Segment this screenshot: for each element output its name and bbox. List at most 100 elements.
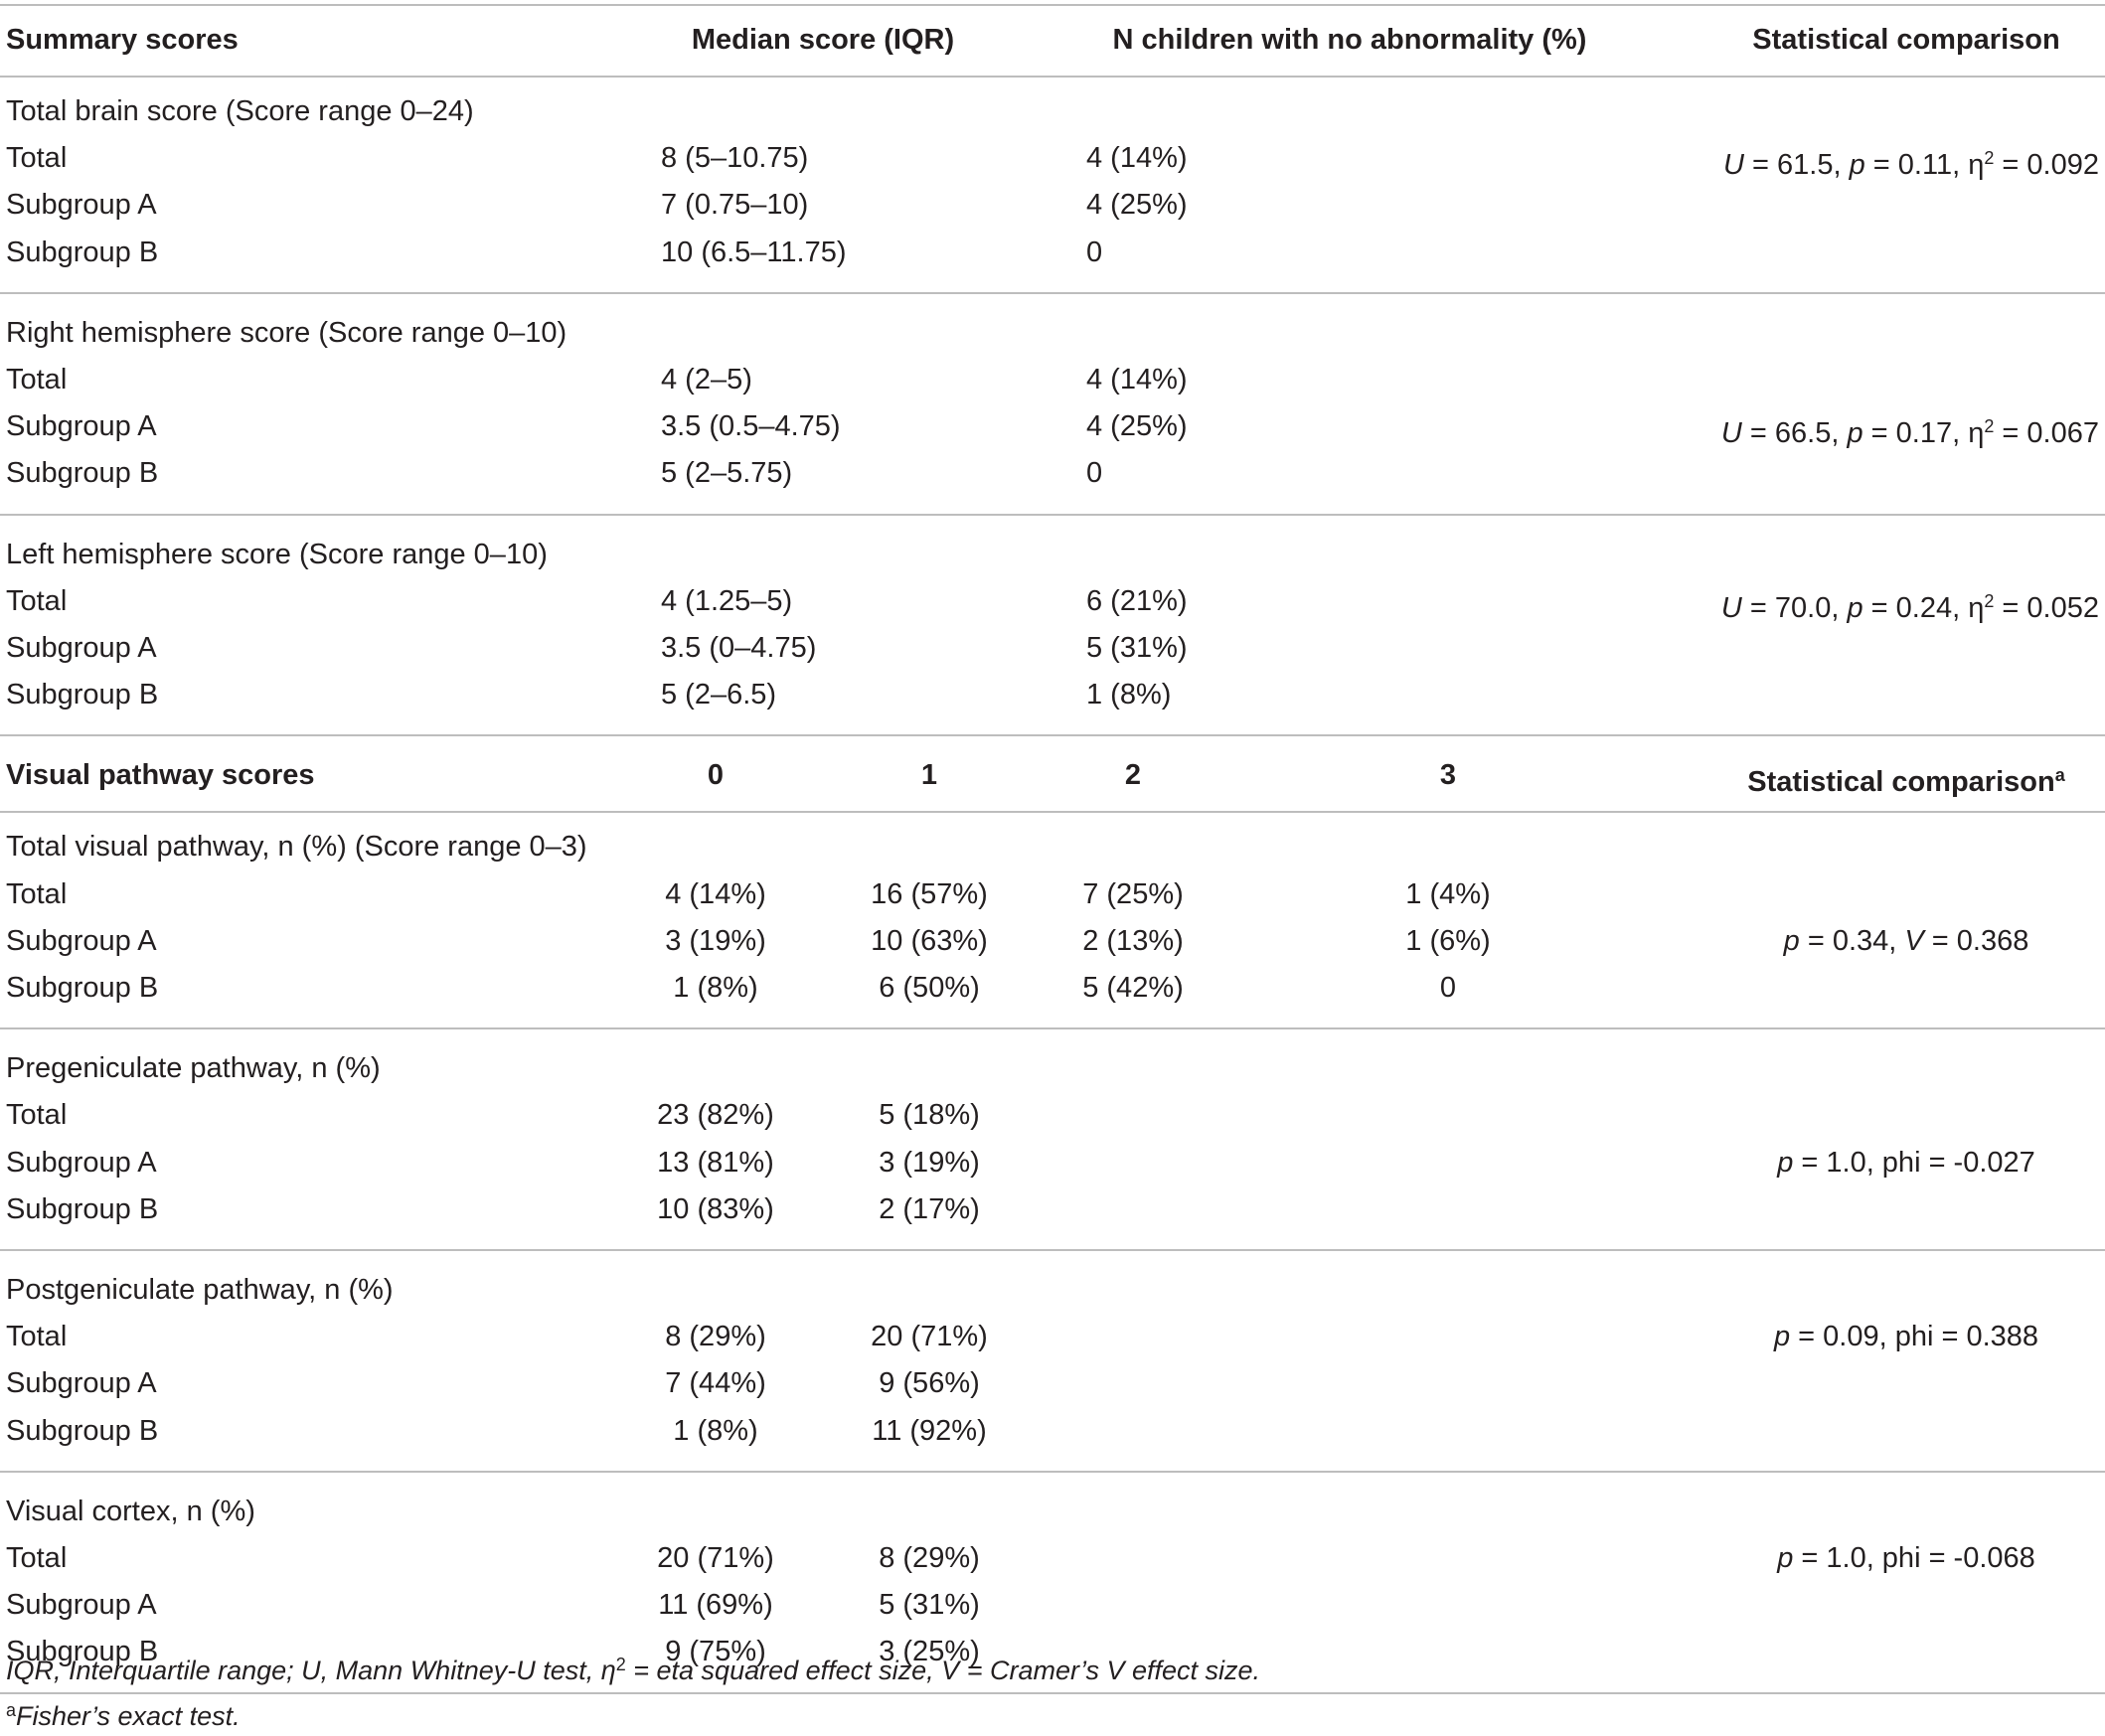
stat-value: = 1.0, phi = -0.027 xyxy=(1793,1146,2035,1179)
stat-symbol-p: p xyxy=(1773,1321,1791,1353)
stat-value: = 0.067 xyxy=(1994,417,2099,450)
stat-symbol-p: p xyxy=(1783,924,1800,957)
median-cell: 3.5 (0–4.75) xyxy=(661,632,817,664)
score-1-cell: 3 (19%) xyxy=(879,1146,980,1179)
stat-value: = 0.09, phi = 0.388 xyxy=(1790,1321,2039,1353)
score-1-cell: 5 (31%) xyxy=(879,1589,980,1622)
stat-symbol-eta: η xyxy=(1968,591,1985,624)
row-label: Subgroup A xyxy=(6,632,157,664)
median-cell: 7 (0.75–10) xyxy=(661,189,809,222)
no-abnormality-cell: 1 (8%) xyxy=(1086,679,1172,711)
table-top-rule xyxy=(0,4,2105,6)
score-0-cell: 13 (81%) xyxy=(657,1146,774,1179)
header-text: Statistical comparison xyxy=(1747,766,2055,799)
score-1-cell: 11 (92%) xyxy=(872,1414,987,1447)
stat-superscript: 2 xyxy=(1984,148,1995,169)
score-2-cell: 2 (13%) xyxy=(1082,924,1184,957)
score-3-cell: 1 (6%) xyxy=(1405,924,1491,957)
stat-symbol-u: U xyxy=(1720,417,1742,450)
stat-value: = 0.052 xyxy=(1994,591,2099,624)
table-footnotes: IQR, Interquartile range; U, Mann Whitne… xyxy=(6,1645,1260,1736)
group-title: Left hemisphere score (Score range 0–10) xyxy=(6,538,548,570)
score-0-cell: 3 (19%) xyxy=(665,924,766,957)
median-cell: 8 (5–10.75) xyxy=(661,142,809,175)
row-label: Subgroup B xyxy=(6,236,159,268)
group-title: Pregeniculate pathway, n (%) xyxy=(6,1052,381,1085)
column-header-no-abnormality: N children with no abnormality (%) xyxy=(1112,24,1587,56)
row-label: Subgroup A xyxy=(6,189,157,222)
column-header-score-2: 2 xyxy=(1124,759,1142,792)
no-abnormality-cell: 4 (14%) xyxy=(1086,142,1188,175)
median-cell: 3.5 (0.5–4.75) xyxy=(661,410,841,443)
row-label: Subgroup B xyxy=(6,457,159,490)
column-header-median-score: Median score (IQR) xyxy=(691,24,955,56)
stat-symbol-eta: η xyxy=(1968,417,1985,450)
stat-value: = 0.11, xyxy=(1864,149,1969,182)
stat-superscript: 2 xyxy=(1984,590,1995,611)
footnote-text: IQR, Interquartile range; U, Mann Whitne… xyxy=(6,1656,616,1685)
group-divider xyxy=(0,1470,2105,1473)
stat-value: = 0.368 xyxy=(1923,924,2029,957)
score-0-cell: 11 (69%) xyxy=(658,1589,773,1622)
group-title: Visual cortex, n (%) xyxy=(6,1495,255,1527)
statistical-comparison-cell: p = 0.34, V = 0.368 xyxy=(1608,923,2105,959)
row-label: Total xyxy=(6,1099,68,1132)
stat-value: = 66.5, xyxy=(1741,417,1848,450)
no-abnormality-cell: 4 (25%) xyxy=(1086,410,1188,443)
score-2-cell: 5 (42%) xyxy=(1082,972,1184,1004)
score-0-cell: 10 (83%) xyxy=(657,1192,774,1225)
stat-value: = 1.0, phi = -0.068 xyxy=(1793,1542,2035,1574)
row-label: Subgroup B xyxy=(6,1636,159,1668)
column-header-score-0: 0 xyxy=(707,759,725,792)
footnote-fisher: aFisher’s exact test. xyxy=(6,1690,1260,1736)
score-0-cell: 7 (44%) xyxy=(665,1367,766,1400)
median-cell: 5 (2–5.75) xyxy=(661,457,793,490)
score-1-cell: 3 (25%) xyxy=(879,1636,980,1668)
stat-symbol-p: p xyxy=(1777,1146,1794,1179)
score-0-cell: 1 (8%) xyxy=(673,1414,758,1447)
statistical-comparison-cell: p = 1.0, phi = -0.027 xyxy=(1608,1145,2105,1181)
stat-symbol-u: U xyxy=(1720,591,1742,624)
row-label: Subgroup A xyxy=(6,1589,157,1622)
score-1-cell: 16 (57%) xyxy=(871,877,988,910)
score-3-cell: 1 (4%) xyxy=(1405,877,1491,910)
score-0-cell: 1 (8%) xyxy=(673,972,758,1004)
score-0-cell: 20 (71%) xyxy=(657,1542,774,1574)
score-1-cell: 8 (29%) xyxy=(879,1542,980,1574)
stat-value: = 0.24, xyxy=(1862,591,1969,624)
group-divider xyxy=(0,734,2105,737)
score-2-cell: 7 (25%) xyxy=(1082,877,1184,910)
footnote-superscript: 2 xyxy=(615,1655,626,1674)
score-0-cell: 23 (82%) xyxy=(657,1099,774,1132)
score-1-cell: 2 (17%) xyxy=(879,1192,980,1225)
score-1-cell: 10 (63%) xyxy=(871,924,988,957)
column-header-score-3: 3 xyxy=(1439,759,1457,792)
stat-value: = 70.0, xyxy=(1741,591,1848,624)
table-bottom-rule xyxy=(0,1691,2105,1694)
row-label: Total xyxy=(6,364,68,395)
stat-superscript: 2 xyxy=(1984,416,1995,437)
score-0-cell: 4 (14%) xyxy=(665,877,766,910)
column-header-statistical-comparison-a: Statistical comparisona xyxy=(1608,757,2105,800)
stat-symbol-p: p xyxy=(1849,149,1865,182)
group-title: Total brain score (Score range 0–24) xyxy=(6,95,474,127)
footnote-text: = eta squared effect size, V = Cramer’s … xyxy=(625,1656,1261,1685)
group-title: Postgeniculate pathway, n (%) xyxy=(6,1274,394,1306)
group-divider xyxy=(0,513,2105,516)
row-label: Subgroup B xyxy=(6,679,159,711)
median-cell: 10 (6.5–11.75) xyxy=(661,236,847,268)
score-1-cell: 20 (71%) xyxy=(871,1321,988,1353)
header-rule xyxy=(0,811,2105,814)
no-abnormality-cell: 4 (14%) xyxy=(1086,364,1188,395)
group-divider xyxy=(0,291,2105,294)
stat-symbol-u: U xyxy=(1723,149,1744,182)
stat-symbol-p: p xyxy=(1847,417,1863,450)
statistical-comparison-cell: U = 61.5, p = 0.11, η2 = 0.092 xyxy=(1403,140,2099,183)
header-superscript: a xyxy=(2054,765,2065,786)
no-abnormality-cell: 0 xyxy=(1086,457,1103,490)
stat-symbol-p: p xyxy=(1847,591,1863,624)
no-abnormality-cell: 0 xyxy=(1086,236,1103,268)
group-title: Total visual pathway, n (%) (Score range… xyxy=(6,831,587,864)
median-cell: 4 (2–5) xyxy=(661,364,752,395)
no-abnormality-cell: 4 (25%) xyxy=(1086,189,1188,222)
